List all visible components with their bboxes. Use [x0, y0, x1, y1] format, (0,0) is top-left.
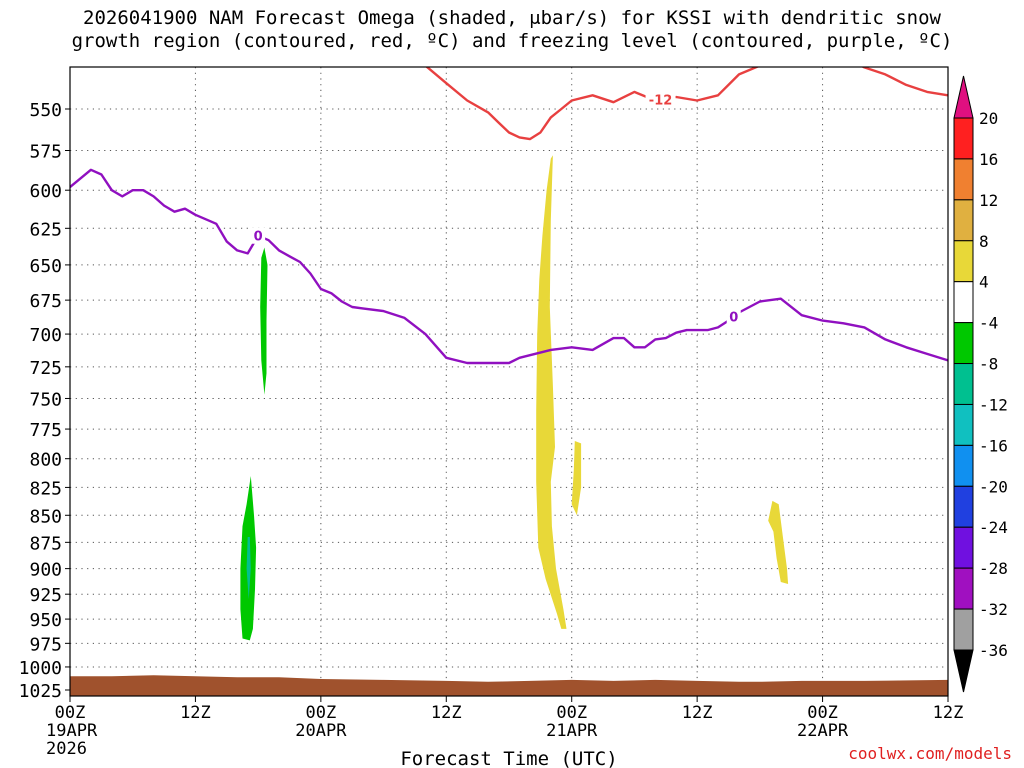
- colorbar: 20 16 12 8 4 -4 -8 -12 -16 -20 -24 -28 -32 -36: [953, 75, 1008, 693]
- x-tick-label: 22APR: [797, 721, 849, 741]
- colorbar-swatch: [953, 322, 974, 365]
- x-tick-label: 12Z: [933, 703, 964, 723]
- colorbar-label: -36: [979, 641, 1008, 660]
- colorbar-label: -28: [979, 559, 1008, 578]
- x-tick-label: 20APR: [295, 721, 347, 741]
- colorbar-label: -12: [979, 395, 1008, 414]
- x-tick-label: 12Z: [180, 703, 211, 723]
- colorbar-swatch: [953, 158, 974, 201]
- y-tick-label: 800: [29, 450, 62, 471]
- plot-area: [70, 67, 948, 696]
- y-tick-label: 825: [29, 478, 62, 499]
- y-tick-label: 775: [29, 420, 62, 441]
- x-tick-label: 12Z: [682, 703, 713, 723]
- colorbar-label: -20: [979, 477, 1008, 496]
- y-tick-label: 575: [29, 141, 62, 162]
- y-tick-label: 1025: [19, 681, 62, 702]
- terrain-fill: [70, 675, 948, 696]
- freezing-level-label: 0: [254, 230, 263, 245]
- x-tick-label: 21APR: [546, 721, 598, 741]
- y-tick-label: 675: [29, 291, 62, 312]
- colorbar-swatch: [953, 526, 974, 569]
- x-tick-label: 00Z: [807, 703, 838, 723]
- colorbar-label: -24: [979, 518, 1008, 537]
- colorbar-label: -8: [979, 355, 998, 374]
- colorbar-swatch: [953, 281, 974, 324]
- x-tick-label: 19APR: [46, 721, 98, 741]
- colorbar-swatch: [953, 403, 974, 446]
- y-tick-label: 750: [29, 389, 62, 410]
- omega-area--8: [260, 247, 268, 395]
- x-axis-label: Forecast Time (UTC): [400, 748, 617, 768]
- omega-area-4: [536, 155, 567, 629]
- terrain: [70, 675, 948, 696]
- colorbar-top-arrow: [953, 75, 974, 119]
- y-tick-label: 925: [29, 585, 62, 606]
- y-tick-label: 875: [29, 533, 62, 554]
- colorbar-swatch: [953, 240, 974, 283]
- colorbar-label: 8: [979, 232, 989, 251]
- colorbar-label: 4: [979, 273, 989, 292]
- colorbar-label: 16: [979, 150, 998, 169]
- y-tick-label: 1000: [19, 658, 62, 679]
- dgz-contour-label: -12: [649, 94, 673, 109]
- y-tick-label: 550: [29, 100, 62, 121]
- colorbar-swatch: [953, 485, 974, 528]
- colorbar-label: -4: [979, 314, 998, 333]
- freezing-level-label: 0: [729, 311, 738, 326]
- freezing-level-label-bg: [726, 308, 741, 325]
- omega-area-4: [768, 500, 789, 584]
- colorbar-swatch: [953, 117, 974, 160]
- dgz-contour-label-bg: [645, 91, 676, 108]
- colorbar-swatch: [953, 363, 974, 405]
- chart-title-line-1: 2026041900 NAM Forecast Omega (shaded, μ…: [83, 7, 941, 29]
- omega-area-4: [571, 441, 582, 516]
- colorbar-bottom-arrow: [953, 649, 974, 693]
- x-tick-label: 12Z: [431, 703, 462, 723]
- y-tick-label: 725: [29, 358, 62, 379]
- colorbar-swatch: [953, 567, 974, 610]
- y-axis: 550 575 600 625 650 675 700 725 750 775 800 825 850 8…: [19, 100, 70, 702]
- y-tick-label: 600: [29, 181, 62, 202]
- contours: 0 0 -12: [70, 67, 948, 365]
- colorbar-label: -32: [979, 600, 1008, 619]
- omega-area--12: [246, 537, 251, 600]
- y-tick-label: 650: [29, 256, 62, 277]
- colorbar-label: 12: [979, 191, 998, 210]
- omega-shading: [240, 155, 789, 641]
- colorbar-swatch: [953, 444, 974, 487]
- x-tick-label: 00Z: [556, 703, 587, 723]
- credit-text: coolwx.com/models: [848, 744, 1012, 763]
- y-tick-label: 950: [29, 610, 62, 631]
- x-tick-label: 00Z: [55, 703, 86, 723]
- y-tick-label: 700: [29, 325, 62, 346]
- y-tick-label: 625: [29, 219, 62, 240]
- x-tick-label: 00Z: [305, 703, 336, 723]
- colorbar-swatch: [953, 608, 974, 651]
- colorbar-label: 20: [979, 109, 998, 128]
- x-tick-label: 2026: [46, 739, 87, 759]
- colorbar-swatch: [953, 199, 974, 242]
- colorbar-label: -16: [979, 436, 1008, 455]
- chart-title-line-2: growth region (contoured, red, ºC) and f…: [71, 30, 953, 52]
- y-tick-label: 850: [29, 506, 62, 527]
- y-tick-label: 975: [29, 634, 62, 655]
- y-tick-label: 900: [29, 560, 62, 581]
- freezing-level-label-bg: [251, 227, 266, 244]
- dgz-contour-line: [425, 67, 948, 141]
- plot-frame: [69, 66, 949, 697]
